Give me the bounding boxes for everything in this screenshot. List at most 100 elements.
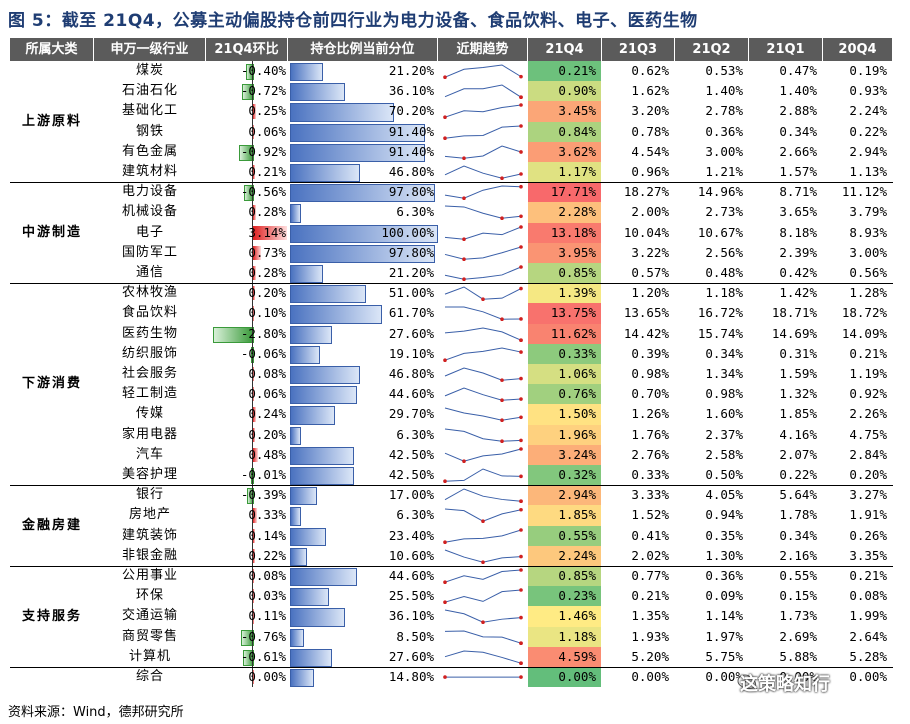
- percentile-bar: [290, 224, 438, 243]
- change-value: 0.08%: [248, 366, 286, 381]
- quarter-value: 5.28%: [849, 648, 887, 664]
- percentile-value: 10.60%: [388, 547, 434, 563]
- quarter-value: 0.21%: [849, 568, 887, 583]
- wechat-icon: [737, 674, 756, 689]
- change-axis-line: [252, 323, 253, 344]
- heat-cell: [528, 384, 601, 405]
- change-axis-line: [252, 444, 253, 465]
- percentile-value: 36.10%: [388, 83, 434, 99]
- industry-name: 银行: [135, 487, 164, 503]
- trend-min-point: [500, 378, 504, 382]
- quarter-value: 1.20%: [631, 285, 669, 301]
- quarter-value: 1.26%: [631, 406, 669, 422]
- change-axis-line: [252, 545, 253, 566]
- industry-name: 食品饮料: [121, 305, 178, 321]
- percentile-bar: [290, 184, 435, 203]
- trend-min-point: [481, 519, 485, 524]
- heat-cell: [528, 242, 601, 263]
- trend-last-point: [519, 397, 523, 402]
- industry-name: 农林牧渔: [121, 285, 178, 301]
- industry-name: 电力设备: [121, 184, 178, 200]
- quarter-value: 1.99%: [849, 608, 887, 624]
- trend-last-point: [519, 508, 523, 512]
- quarter-value: 1.13%: [849, 164, 887, 179]
- change-axis-line: [252, 626, 253, 647]
- quarter-value: 18.27%: [623, 184, 669, 200]
- q4-2021-value: 0.00%: [558, 669, 596, 684]
- percentile-value: 8.50%: [396, 628, 434, 644]
- trend-line: [444, 488, 522, 502]
- trend-min-point: [462, 156, 466, 160]
- trend-last-point: [519, 214, 523, 219]
- q4-2021-value: 3.45%: [558, 103, 596, 119]
- percentile-bar: [290, 123, 426, 142]
- q4-2021-value: 2.94%: [558, 487, 596, 503]
- quarter-value: 2.64%: [849, 628, 887, 644]
- quarter-value: 0.19%: [849, 63, 887, 78]
- industry-name: 社会服务: [121, 366, 178, 381]
- change-axis-line: [252, 202, 253, 223]
- industry-name: 公用事业: [121, 568, 178, 583]
- change-value: 0.00%: [248, 669, 286, 684]
- heat-cell: [528, 424, 601, 445]
- percentile-bar: [290, 507, 302, 526]
- trend-min-point: [443, 115, 447, 120]
- quarter-value: 2.37%: [705, 426, 743, 442]
- quarter-value: 0.26%: [849, 527, 887, 543]
- industry-name: 钢铁: [135, 123, 164, 139]
- trend-line: [444, 125, 522, 139]
- quarter-value: 0.00%: [705, 669, 743, 684]
- percentile-bar: [290, 244, 435, 263]
- percentile-value: 44.60%: [388, 568, 434, 583]
- quarter-value: 1.42%: [779, 285, 817, 301]
- percentile-bar: [290, 406, 336, 425]
- trend-sparkline: [443, 64, 523, 79]
- industry-name: 煤炭: [135, 63, 164, 78]
- quarter-value: 2.73%: [705, 204, 743, 220]
- category-label: 中游制造: [21, 224, 82, 240]
- quarter-value: 2.00%: [631, 204, 669, 220]
- heat-cell: [528, 505, 601, 526]
- quarter-value: 16.72%: [697, 305, 743, 321]
- quarter-value: 1.35%: [631, 608, 669, 624]
- trend-line: [444, 185, 522, 199]
- percentile-value: 19.10%: [388, 345, 434, 361]
- percentile-bar: [290, 265, 323, 284]
- change-value: -0.39%: [240, 487, 286, 503]
- percentile-value: 6.30%: [396, 204, 434, 220]
- percentile-value: 6.30%: [396, 507, 434, 523]
- change-axis-line: [252, 404, 253, 425]
- change-bar-negative: [243, 649, 254, 666]
- quarter-value: 0.34%: [779, 527, 817, 543]
- heat-cell: [528, 646, 601, 667]
- change-value: 0.11%: [248, 608, 286, 624]
- trend-min-point: [481, 560, 485, 564]
- quarter-value: 0.48%: [705, 265, 743, 280]
- change-axis-line: [252, 141, 253, 162]
- heat-cell: [528, 121, 601, 142]
- percentile-bar: [290, 164, 361, 183]
- quarter-value: 4.75%: [849, 426, 887, 442]
- trend-min-point: [462, 236, 466, 241]
- industry-name: 基础化工: [121, 103, 178, 119]
- quarter-value: 2.39%: [779, 244, 817, 260]
- industry-name: 计算机: [128, 648, 171, 664]
- quarter-value: 2.02%: [631, 547, 669, 563]
- q4-2021-value: 0.84%: [558, 123, 596, 139]
- percentile-value: 42.50%: [388, 467, 434, 482]
- category-label: 金融房建: [21, 517, 82, 533]
- q4-2021-value: 2.24%: [558, 547, 596, 563]
- source-note: 资料来源：Wind，德邦研究所: [8, 705, 184, 720]
- quarter-value: 0.00%: [849, 669, 887, 684]
- change-value: 0.20%: [248, 426, 286, 442]
- quarter-value: 0.09%: [705, 588, 743, 604]
- trend-line: [444, 387, 522, 401]
- quarter-value: 0.21%: [849, 345, 887, 361]
- trend-sparkline: [444, 367, 523, 382]
- quarter-value: 3.00%: [705, 143, 743, 159]
- trend-last-point: [519, 74, 523, 79]
- group-separator: [10, 667, 893, 668]
- heat-cell: [528, 283, 601, 304]
- quarter-value: 3.00%: [849, 244, 887, 260]
- trend-sparkline: [443, 527, 523, 544]
